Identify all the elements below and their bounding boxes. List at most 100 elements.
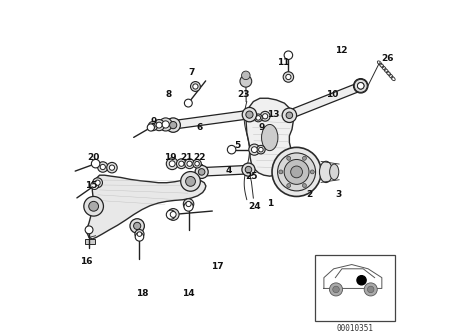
Circle shape: [284, 51, 292, 59]
Circle shape: [240, 75, 252, 87]
Circle shape: [166, 158, 178, 170]
Circle shape: [242, 108, 256, 122]
Text: 3: 3: [335, 190, 342, 199]
Text: 26: 26: [381, 54, 394, 63]
Circle shape: [357, 276, 366, 285]
Text: 4: 4: [226, 166, 232, 175]
Circle shape: [242, 163, 255, 176]
Circle shape: [185, 159, 194, 169]
Text: 24: 24: [249, 202, 261, 211]
Circle shape: [154, 120, 164, 131]
Circle shape: [148, 122, 157, 131]
Polygon shape: [324, 265, 382, 289]
Text: 8: 8: [165, 91, 172, 100]
Text: 14: 14: [182, 289, 194, 298]
Polygon shape: [171, 111, 249, 129]
Circle shape: [159, 118, 172, 131]
Polygon shape: [246, 98, 293, 176]
Text: 15: 15: [85, 180, 98, 189]
Circle shape: [186, 176, 195, 186]
Circle shape: [195, 161, 200, 166]
Circle shape: [251, 147, 257, 153]
Text: 2: 2: [306, 190, 312, 199]
Circle shape: [85, 226, 93, 234]
Circle shape: [187, 161, 192, 166]
Circle shape: [156, 122, 162, 128]
Circle shape: [286, 74, 291, 79]
Ellipse shape: [329, 164, 339, 180]
Circle shape: [249, 144, 260, 155]
Circle shape: [89, 201, 99, 211]
Circle shape: [179, 161, 184, 166]
Text: 23: 23: [237, 91, 250, 100]
Circle shape: [228, 145, 236, 154]
Circle shape: [91, 182, 99, 189]
Text: 9: 9: [258, 123, 265, 132]
Circle shape: [199, 169, 205, 175]
Polygon shape: [272, 106, 289, 117]
Polygon shape: [87, 175, 206, 239]
Circle shape: [263, 114, 268, 119]
Circle shape: [256, 145, 265, 154]
Circle shape: [183, 199, 194, 209]
Text: 7: 7: [188, 67, 194, 76]
Circle shape: [95, 180, 100, 185]
Text: 00010351: 00010351: [337, 324, 374, 333]
Text: 19: 19: [164, 153, 176, 162]
Circle shape: [357, 82, 364, 89]
Circle shape: [284, 159, 309, 184]
FancyBboxPatch shape: [315, 256, 395, 321]
Circle shape: [107, 162, 117, 173]
Circle shape: [151, 124, 155, 128]
Circle shape: [193, 159, 201, 168]
Polygon shape: [286, 82, 364, 119]
Circle shape: [329, 283, 343, 296]
Circle shape: [135, 229, 144, 239]
Circle shape: [354, 78, 368, 93]
Circle shape: [286, 112, 292, 119]
Circle shape: [169, 161, 175, 167]
Circle shape: [184, 202, 193, 211]
Text: 16: 16: [80, 258, 93, 267]
Text: 17: 17: [211, 262, 224, 271]
Circle shape: [259, 147, 263, 152]
Circle shape: [354, 79, 367, 93]
Circle shape: [134, 222, 141, 229]
Circle shape: [242, 71, 250, 79]
Circle shape: [302, 156, 306, 160]
Circle shape: [278, 153, 316, 191]
Circle shape: [162, 121, 169, 128]
Circle shape: [176, 159, 186, 169]
Circle shape: [282, 108, 297, 123]
Circle shape: [191, 81, 201, 92]
Circle shape: [170, 211, 176, 217]
Text: 25: 25: [246, 172, 258, 181]
Circle shape: [98, 162, 108, 172]
Circle shape: [181, 172, 201, 191]
Circle shape: [84, 196, 103, 216]
Circle shape: [130, 219, 145, 233]
Circle shape: [135, 232, 144, 241]
Polygon shape: [85, 239, 95, 244]
Circle shape: [333, 286, 339, 293]
Circle shape: [246, 111, 253, 118]
Polygon shape: [200, 165, 250, 176]
Text: 20: 20: [87, 153, 99, 162]
Circle shape: [367, 286, 374, 293]
Circle shape: [166, 210, 175, 219]
Circle shape: [272, 147, 321, 196]
Circle shape: [167, 208, 179, 220]
Circle shape: [287, 184, 291, 187]
Circle shape: [170, 122, 177, 129]
Circle shape: [92, 178, 102, 188]
Circle shape: [287, 156, 291, 160]
Circle shape: [184, 99, 192, 107]
Circle shape: [283, 72, 293, 82]
Circle shape: [91, 159, 100, 168]
Text: 1: 1: [266, 198, 273, 207]
Circle shape: [256, 116, 261, 120]
Circle shape: [302, 184, 306, 187]
Circle shape: [364, 283, 377, 296]
Circle shape: [193, 84, 198, 89]
Circle shape: [137, 232, 142, 236]
